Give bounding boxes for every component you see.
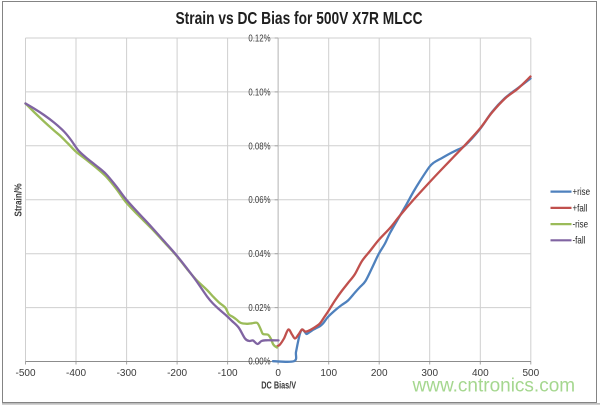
svg-text:0.04%: 0.04% <box>248 248 270 259</box>
svg-text:500: 500 <box>522 368 539 379</box>
svg-text:400: 400 <box>472 368 489 379</box>
svg-text:-rise: -rise <box>573 219 589 230</box>
svg-text:0.00%: 0.00% <box>248 356 270 367</box>
svg-text:0.08%: 0.08% <box>248 140 270 151</box>
svg-text:-500: -500 <box>15 368 35 379</box>
svg-text:Strain vs DC Bias for 500V X7R: Strain vs DC Bias for 500V X7R MLCC <box>175 8 422 28</box>
svg-text:-400: -400 <box>66 368 86 379</box>
svg-text:DC Bias/V: DC Bias/V <box>261 379 296 390</box>
svg-text:300: 300 <box>421 368 438 379</box>
svg-text:0.10%: 0.10% <box>248 86 270 97</box>
svg-text:0.06%: 0.06% <box>248 194 270 205</box>
svg-text:100: 100 <box>320 368 337 379</box>
svg-text:-100: -100 <box>218 368 238 379</box>
svg-text:0.02%: 0.02% <box>248 302 270 313</box>
svg-text:0.12%: 0.12% <box>248 33 270 44</box>
svg-text:-fall: -fall <box>573 235 586 246</box>
svg-text:Strain/%: Strain/% <box>13 183 24 216</box>
svg-text:+rise: +rise <box>573 186 591 197</box>
svg-text:www.cntronics.com: www.cntronics.com <box>412 376 576 397</box>
svg-text:-300: -300 <box>117 368 137 379</box>
svg-text:200: 200 <box>371 368 388 379</box>
svg-text:0: 0 <box>275 368 281 379</box>
svg-text:-200: -200 <box>167 368 187 379</box>
svg-text:+fall: +fall <box>573 202 588 213</box>
